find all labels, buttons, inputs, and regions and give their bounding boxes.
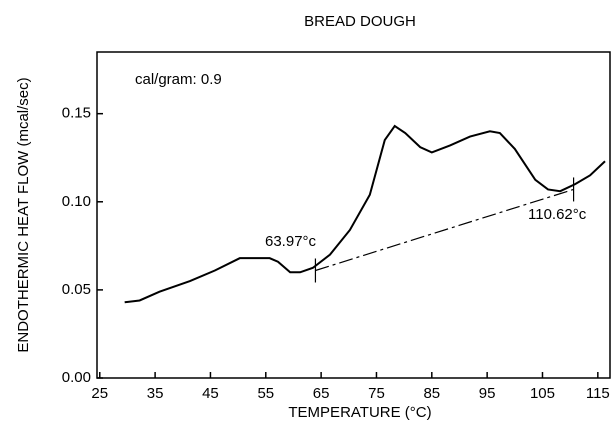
y-tick-label: 0.15	[62, 105, 91, 122]
plot-frame	[96, 51, 611, 379]
x-tick-label: 105	[530, 385, 555, 402]
series-line	[315, 188, 574, 272]
x-axis-label: TEMPERATURE (°C)	[288, 404, 431, 421]
annotation: 110.62°c	[528, 206, 587, 223]
y-tick-label: 0.05	[62, 281, 91, 298]
y-tick-label: 0.10	[62, 193, 91, 210]
annotation: 63.97°c	[265, 233, 317, 250]
x-tick-label: 55	[257, 385, 274, 402]
chart-title: BREAD DOUGH	[304, 13, 416, 30]
x-tick-label: 35	[147, 385, 164, 402]
x-tick-label: 115	[586, 385, 610, 402]
series-line	[124, 124, 606, 304]
annotation: cal/gram: 0.9	[135, 71, 222, 88]
y-axis-label: ENDOTHERMIC HEAT FLOW (mcal/sec)	[15, 77, 32, 352]
x-tick-label: 75	[368, 385, 385, 402]
x-tick-label: 25	[91, 385, 108, 402]
x-tick-label: 45	[202, 385, 219, 402]
x-tick-label: 85	[423, 385, 440, 402]
x-tick-label: 65	[313, 385, 330, 402]
y-tick-label: 0.00	[62, 369, 91, 386]
x-tick-label: 95	[479, 385, 496, 402]
